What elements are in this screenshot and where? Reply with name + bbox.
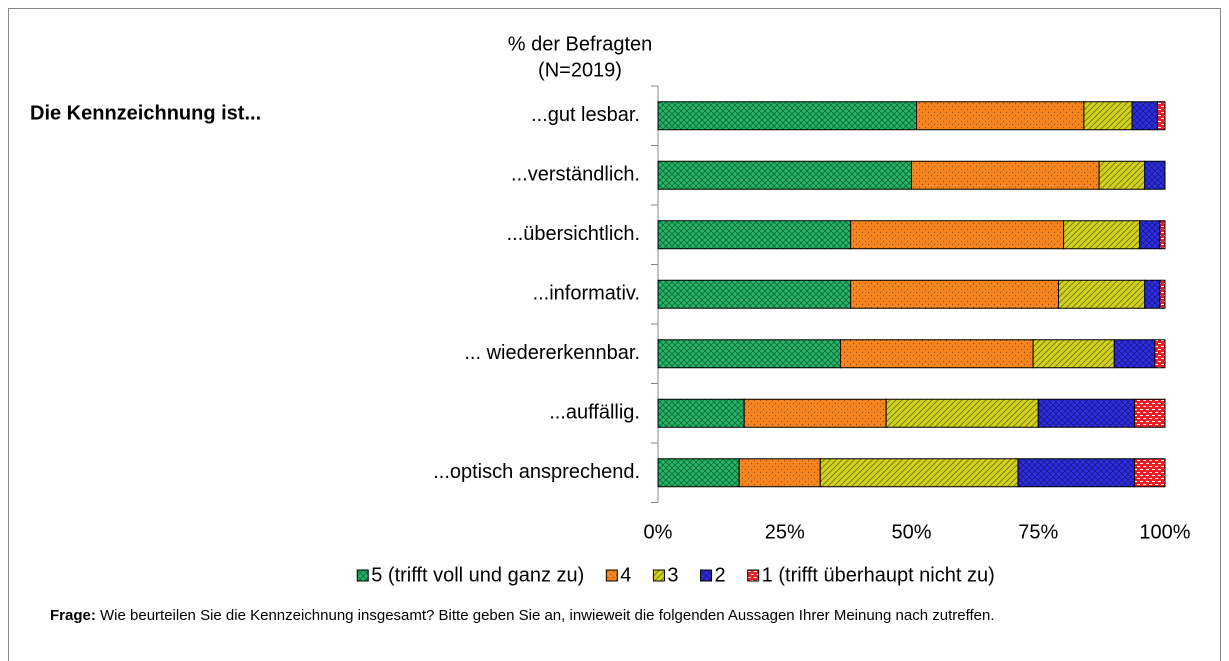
bar-segment — [916, 101, 1085, 131]
bar-segment — [1134, 398, 1166, 428]
bar-segment — [885, 398, 1039, 428]
legend-label: 1 (trifft überhaupt nicht zu) — [762, 564, 995, 586]
bar-segment — [657, 160, 912, 190]
legend-swatch — [652, 569, 665, 582]
legend-label: 2 — [715, 564, 726, 586]
legend-item: 4 — [605, 564, 631, 586]
bar-segment — [657, 398, 745, 428]
bar-segment — [657, 339, 842, 369]
legend-item: 3 — [652, 564, 679, 586]
bar-segment — [657, 279, 852, 309]
category-label: ...optisch ansprechend. — [433, 461, 640, 483]
category-label: ...verständlich. — [511, 164, 640, 186]
bar-segment — [657, 220, 852, 250]
bar-segment — [1017, 458, 1136, 488]
bar-segment — [1131, 101, 1158, 131]
bar-segment — [1098, 160, 1146, 190]
legend-item: 5 (trifft voll und ganz zu) — [356, 564, 584, 586]
bar-segment — [911, 160, 1100, 190]
bar-segment — [1159, 220, 1166, 250]
bar-segment — [1063, 220, 1141, 250]
bar-segment — [1032, 339, 1115, 369]
bar-segment — [743, 398, 887, 428]
bar-segment — [1139, 220, 1161, 250]
row-header: Die Kennzeichnung ist... — [30, 102, 261, 124]
bar-segment — [840, 339, 1034, 369]
category-label: ...übersichtlich. — [507, 223, 640, 245]
bar-segment — [657, 101, 918, 131]
x-tick-label: 0% — [644, 521, 673, 543]
bar-segment — [1144, 279, 1161, 309]
legend-swatch — [747, 569, 760, 582]
legend-label: 4 — [620, 564, 631, 586]
category-label: ...gut lesbar. — [531, 104, 640, 126]
category-label: ...auffällig. — [549, 402, 640, 424]
bar-segment — [1058, 279, 1146, 309]
bar-segment — [1159, 279, 1166, 309]
legend-label: 5 (trifft voll und ganz zu) — [371, 564, 584, 586]
footer-label: Frage: — [50, 607, 96, 624]
bar-segment — [819, 458, 1019, 488]
bar-segment — [1083, 101, 1133, 131]
bar-segment — [1113, 339, 1156, 369]
bar-segment — [1154, 339, 1166, 369]
category-label: ...informativ. — [533, 283, 640, 305]
bar-segment — [1134, 458, 1166, 488]
frame — [8, 8, 1221, 661]
x-tick-label: 100% — [1139, 521, 1190, 543]
x-tick-label: 75% — [1018, 521, 1058, 543]
bar-segment — [1037, 398, 1136, 428]
footer-text: Wie beurteilen Sie die Kennzeichnung ins… — [100, 607, 995, 624]
bar-segment — [850, 220, 1065, 250]
x-tick-label: 50% — [891, 521, 931, 543]
bar-segment — [1156, 101, 1166, 131]
bar-segment — [850, 279, 1060, 309]
legend-item: 1 (trifft überhaupt nicht zu) — [747, 564, 995, 586]
bar-segment — [657, 458, 740, 488]
x-tick-label: 25% — [765, 521, 805, 543]
category-label: ... wiedererkennbar. — [464, 342, 640, 364]
footer: Frage: Wie beurteilen Sie die Kennzeichn… — [50, 606, 1160, 626]
legend-swatch — [356, 569, 369, 582]
legend-label: 3 — [667, 564, 678, 586]
legend-swatch — [605, 569, 618, 582]
bar-segment — [1144, 160, 1166, 190]
legend-swatch — [700, 569, 713, 582]
bar-segment — [738, 458, 821, 488]
chart-title: % der Befragten — [508, 33, 653, 55]
legend-item: 2 — [700, 564, 726, 586]
chart-subtitle: (N=2019) — [538, 59, 622, 81]
